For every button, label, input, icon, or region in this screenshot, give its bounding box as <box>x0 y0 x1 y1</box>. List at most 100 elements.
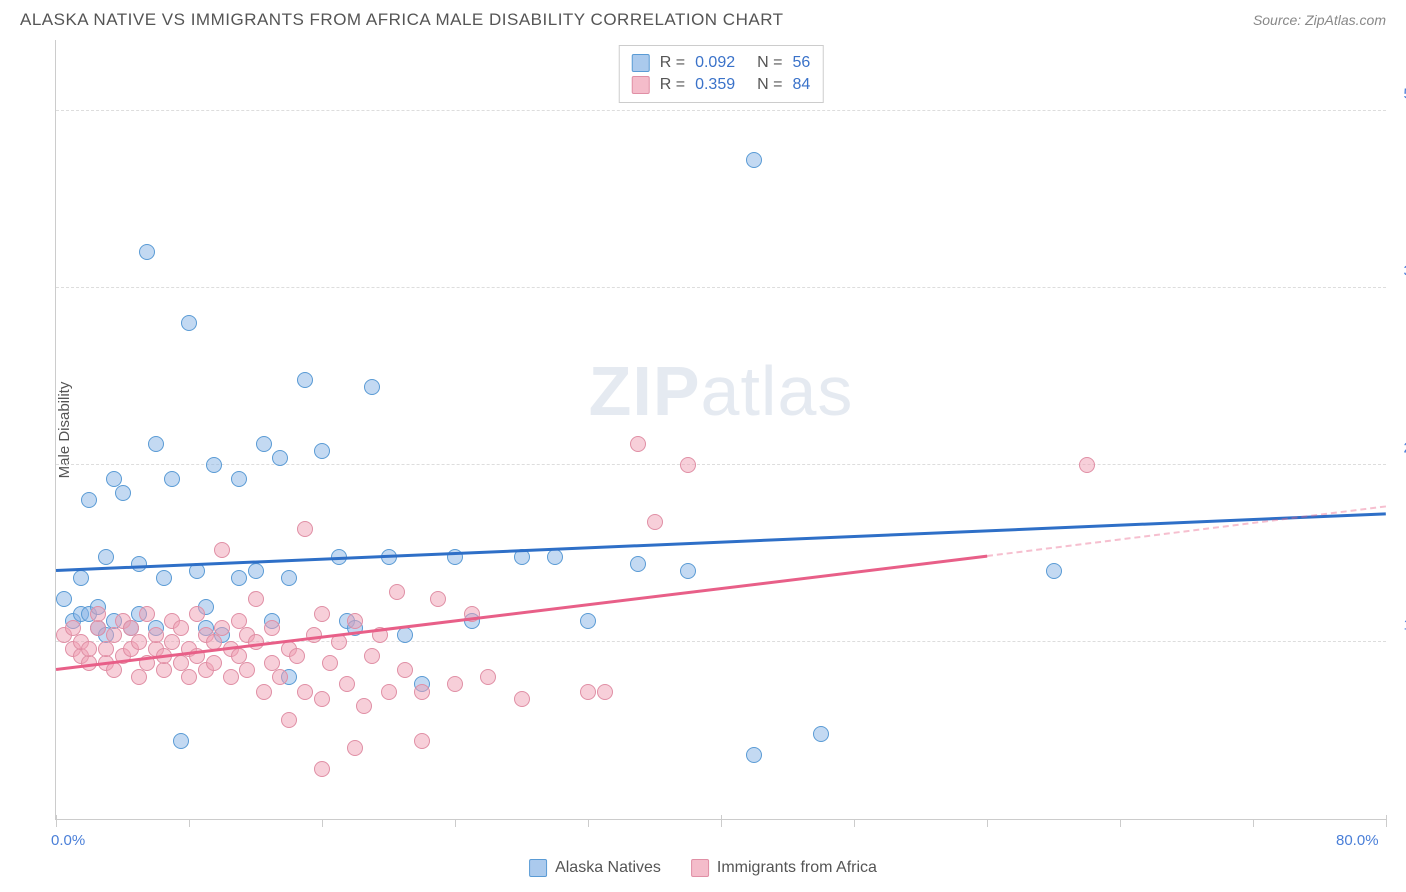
data-point <box>156 570 172 586</box>
data-point <box>231 471 247 487</box>
data-point <box>90 606 106 622</box>
x-tick <box>854 819 855 827</box>
plot-area: ZIPatlas 12.5%25.0%37.5%50.0% <box>56 40 1386 819</box>
data-point <box>264 620 280 636</box>
data-point <box>314 761 330 777</box>
data-point <box>314 443 330 459</box>
data-point <box>289 648 305 664</box>
data-point <box>139 244 155 260</box>
data-point <box>314 691 330 707</box>
data-point <box>90 620 106 636</box>
stat-r-value: 0.359 <box>695 76 735 94</box>
data-point <box>248 563 264 579</box>
data-point <box>297 684 313 700</box>
data-point <box>272 450 288 466</box>
data-point <box>297 372 313 388</box>
data-point <box>397 627 413 643</box>
stat-n-label: N = <box>757 54 782 72</box>
data-point <box>339 676 355 692</box>
data-point <box>680 563 696 579</box>
legend-swatch <box>691 859 709 877</box>
x-tick <box>588 819 589 827</box>
data-point <box>514 691 530 707</box>
data-point <box>447 676 463 692</box>
data-point <box>580 613 596 629</box>
data-point <box>347 613 363 629</box>
data-point <box>214 620 230 636</box>
data-point <box>214 542 230 558</box>
data-point <box>173 620 189 636</box>
data-point <box>281 712 297 728</box>
x-tick <box>1120 819 1121 827</box>
x-tick <box>56 815 57 827</box>
data-point <box>98 549 114 565</box>
data-point <box>131 634 147 650</box>
data-point <box>381 684 397 700</box>
gridline <box>56 110 1386 111</box>
data-point <box>206 655 222 671</box>
stat-r-value: 0.092 <box>695 54 735 72</box>
stat-n-value: 84 <box>792 76 810 94</box>
x-tick-label: 80.0% <box>1336 832 1379 849</box>
x-tick <box>189 819 190 827</box>
data-point <box>148 627 164 643</box>
data-point <box>1046 563 1062 579</box>
gridline <box>56 287 1386 288</box>
data-point <box>297 521 313 537</box>
data-point <box>597 684 613 700</box>
data-point <box>414 733 430 749</box>
x-tick <box>987 819 988 827</box>
data-point <box>630 556 646 572</box>
trend-line <box>56 512 1386 571</box>
data-point <box>189 606 205 622</box>
data-point <box>347 740 363 756</box>
data-point <box>281 570 297 586</box>
data-point <box>256 436 272 452</box>
x-tick <box>721 815 722 827</box>
data-point <box>231 570 247 586</box>
source-attribution: Source: ZipAtlas.com <box>1253 12 1386 28</box>
data-point <box>356 698 372 714</box>
watermark: ZIPatlas <box>589 351 854 431</box>
data-point <box>206 457 222 473</box>
x-tick <box>1253 819 1254 827</box>
x-tick <box>1386 815 1387 827</box>
data-point <box>547 549 563 565</box>
data-point <box>314 606 330 622</box>
stats-legend-row: R = 0.092N = 56 <box>632 52 811 74</box>
x-tick-label: 0.0% <box>51 832 85 849</box>
data-point <box>256 684 272 700</box>
scatter-chart: Male Disability ZIPatlas 12.5%25.0%37.5%… <box>55 40 1386 820</box>
data-point <box>81 492 97 508</box>
data-point <box>131 556 147 572</box>
series-legend: Alaska NativesImmigrants from Africa <box>529 859 877 877</box>
data-point <box>156 662 172 678</box>
data-point <box>181 669 197 685</box>
data-point <box>73 570 89 586</box>
legend-swatch <box>632 76 650 94</box>
trend-line <box>987 505 1386 557</box>
data-point <box>139 606 155 622</box>
stat-n-label: N = <box>757 76 782 94</box>
data-point <box>223 669 239 685</box>
data-point <box>397 662 413 678</box>
data-point <box>115 485 131 501</box>
data-point <box>480 669 496 685</box>
stats-legend: R = 0.092N = 56R = 0.359N = 84 <box>619 45 824 103</box>
data-point <box>364 379 380 395</box>
data-point <box>131 669 147 685</box>
stats-legend-row: R = 0.359N = 84 <box>632 74 811 96</box>
data-point <box>430 591 446 607</box>
data-point <box>813 726 829 742</box>
data-point <box>164 634 180 650</box>
legend-swatch <box>632 54 650 72</box>
x-tick <box>322 819 323 827</box>
data-point <box>239 662 255 678</box>
data-point <box>164 471 180 487</box>
data-point <box>647 514 663 530</box>
legend-label: Alaska Natives <box>555 859 661 877</box>
data-point <box>389 584 405 600</box>
data-point <box>81 641 97 657</box>
data-point <box>580 684 596 700</box>
data-point <box>322 655 338 671</box>
